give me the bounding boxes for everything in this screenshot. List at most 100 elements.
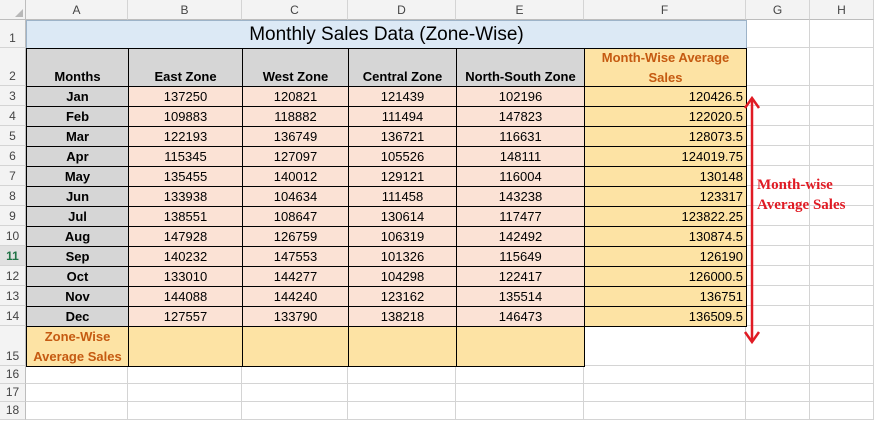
- sales-value-cell[interactable]: 104634: [242, 186, 349, 207]
- sales-value-cell[interactable]: 111458: [348, 186, 457, 207]
- sales-value-cell[interactable]: 109883: [128, 106, 243, 127]
- row-header-3[interactable]: 3: [0, 86, 26, 106]
- header-month-wise-average[interactable]: Month-Wise Average Sales: [584, 48, 747, 87]
- month-label[interactable]: Apr: [26, 146, 129, 167]
- month-label[interactable]: Feb: [26, 106, 129, 127]
- grid-cell[interactable]: [810, 326, 874, 366]
- sales-value-cell[interactable]: 147823: [456, 106, 585, 127]
- zone-average-cell[interactable]: [128, 326, 243, 367]
- header-zone[interactable]: North-South Zone: [456, 48, 585, 87]
- column-header-b[interactable]: B: [128, 0, 242, 20]
- header-months[interactable]: Months: [26, 48, 129, 87]
- grid-cell[interactable]: [128, 402, 242, 420]
- grid-cell[interactable]: [746, 246, 810, 266]
- month-label[interactable]: Jun: [26, 186, 129, 207]
- column-header-d[interactable]: D: [348, 0, 456, 20]
- grid-cell[interactable]: [746, 166, 810, 186]
- grid-cell[interactable]: [810, 146, 874, 166]
- grid-cell[interactable]: [746, 402, 810, 420]
- sales-value-cell[interactable]: 105526: [348, 146, 457, 167]
- grid-cell[interactable]: [746, 286, 810, 306]
- grid-cell[interactable]: [746, 266, 810, 286]
- grid-cell[interactable]: [810, 286, 874, 306]
- month-average-cell[interactable]: 126190: [584, 246, 747, 267]
- row-header-15[interactable]: 15: [0, 326, 26, 366]
- sales-value-cell[interactable]: 133010: [128, 266, 243, 287]
- column-header-g[interactable]: G: [746, 0, 810, 20]
- sales-value-cell[interactable]: 106319: [348, 226, 457, 247]
- header-zone[interactable]: West Zone: [242, 48, 349, 87]
- column-header-h[interactable]: H: [810, 0, 874, 20]
- grid-cell[interactable]: [746, 306, 810, 326]
- select-all-corner[interactable]: [0, 0, 26, 20]
- grid-cell[interactable]: [810, 366, 874, 384]
- sales-value-cell[interactable]: 118882: [242, 106, 349, 127]
- row-header-7[interactable]: 7: [0, 166, 26, 186]
- sales-value-cell[interactable]: 127557: [128, 306, 243, 327]
- column-header-e[interactable]: E: [456, 0, 584, 20]
- grid-cell[interactable]: [242, 366, 348, 384]
- grid-cell[interactable]: [746, 326, 810, 366]
- sales-value-cell[interactable]: 136749: [242, 126, 349, 147]
- sales-value-cell[interactable]: 138551: [128, 206, 243, 227]
- sales-value-cell[interactable]: 101326: [348, 246, 457, 267]
- month-label[interactable]: Mar: [26, 126, 129, 147]
- header-zone[interactable]: Central Zone: [348, 48, 457, 87]
- sales-value-cell[interactable]: 111494: [348, 106, 457, 127]
- sales-value-cell[interactable]: 127097: [242, 146, 349, 167]
- grid-cell[interactable]: [584, 402, 746, 420]
- sales-value-cell[interactable]: 140232: [128, 246, 243, 267]
- grid-cell[interactable]: [746, 206, 810, 226]
- sales-value-cell[interactable]: 148111: [456, 146, 585, 167]
- grid-cell[interactable]: [456, 402, 584, 420]
- row-header-16[interactable]: 16: [0, 366, 26, 384]
- row-header-9[interactable]: 9: [0, 206, 26, 226]
- sheet-title[interactable]: Monthly Sales Data (Zone-Wise): [26, 20, 747, 49]
- grid-cell[interactable]: [746, 48, 810, 86]
- sales-value-cell[interactable]: 121439: [348, 86, 457, 107]
- sales-value-cell[interactable]: 136721: [348, 126, 457, 147]
- grid-cell[interactable]: [746, 384, 810, 402]
- sales-value-cell[interactable]: 122417: [456, 266, 585, 287]
- sales-value-cell[interactable]: 144240: [242, 286, 349, 307]
- month-average-cell[interactable]: 122020.5: [584, 106, 747, 127]
- zone-wise-average-label[interactable]: Zone-Wise Average Sales: [26, 326, 129, 367]
- month-label[interactable]: Nov: [26, 286, 129, 307]
- row-header-6[interactable]: 6: [0, 146, 26, 166]
- sales-value-cell[interactable]: 138218: [348, 306, 457, 327]
- month-average-cell[interactable]: 130148: [584, 166, 747, 187]
- grid-cell[interactable]: [26, 402, 128, 420]
- sales-value-cell[interactable]: 116004: [456, 166, 585, 187]
- sales-value-cell[interactable]: 147553: [242, 246, 349, 267]
- sales-value-cell[interactable]: 115345: [128, 146, 243, 167]
- grid-cell[interactable]: [810, 246, 874, 266]
- sales-value-cell[interactable]: 144277: [242, 266, 349, 287]
- sales-value-cell[interactable]: 133938: [128, 186, 243, 207]
- sales-value-cell[interactable]: 126759: [242, 226, 349, 247]
- sales-value-cell[interactable]: 104298: [348, 266, 457, 287]
- row-header-12[interactable]: 12: [0, 266, 26, 286]
- grid-cell[interactable]: [810, 306, 874, 326]
- grid-cell[interactable]: [348, 366, 456, 384]
- grid-cell[interactable]: [810, 266, 874, 286]
- sales-value-cell[interactable]: 130614: [348, 206, 457, 227]
- grid-cell[interactable]: [810, 106, 874, 126]
- grid-cell[interactable]: [242, 384, 348, 402]
- sales-value-cell[interactable]: 133790: [242, 306, 349, 327]
- row-header-4[interactable]: 4: [0, 106, 26, 126]
- month-average-cell[interactable]: 123317: [584, 186, 747, 207]
- row-header-5[interactable]: 5: [0, 126, 26, 146]
- sales-value-cell[interactable]: 115649: [456, 246, 585, 267]
- month-label[interactable]: Jul: [26, 206, 129, 227]
- sales-value-cell[interactable]: 120821: [242, 86, 349, 107]
- zone-average-cell[interactable]: [242, 326, 349, 367]
- sales-value-cell[interactable]: 137250: [128, 86, 243, 107]
- month-average-cell[interactable]: 124019.75: [584, 146, 747, 167]
- sales-value-cell[interactable]: 135455: [128, 166, 243, 187]
- grid-cell[interactable]: [26, 366, 128, 384]
- grid-cell[interactable]: [810, 226, 874, 246]
- grid-cell[interactable]: [746, 226, 810, 246]
- grid-cell[interactable]: [584, 384, 746, 402]
- grid-cell[interactable]: [746, 86, 810, 106]
